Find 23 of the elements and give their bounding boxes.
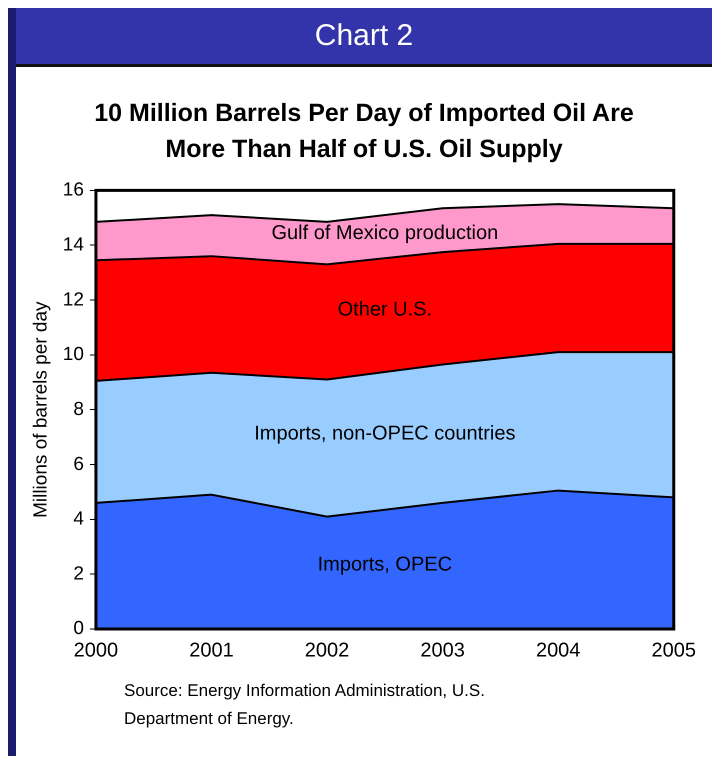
y-tick-label: 10 bbox=[62, 344, 84, 366]
series-label: Imports, non-OPEC countries bbox=[254, 422, 516, 444]
y-tick-label: 6 bbox=[73, 454, 84, 475]
series-label: Gulf of Mexico production bbox=[271, 222, 498, 244]
y-tick-label: 12 bbox=[62, 289, 84, 310]
series-label: Other U.S. bbox=[338, 298, 432, 321]
y-tick-label: 0 bbox=[73, 618, 84, 640]
y-tick-label: 8 bbox=[73, 398, 84, 420]
y-tick-label: 16 bbox=[62, 180, 84, 201]
x-tick-label: 2002 bbox=[304, 640, 350, 662]
y-axis-title: Millions of barrels per day bbox=[30, 300, 52, 518]
x-tick-label: 2001 bbox=[189, 640, 234, 662]
x-tick-label: 2004 bbox=[536, 640, 580, 662]
x-tick-label: 2003 bbox=[420, 640, 465, 662]
x-tick-label: 2005 bbox=[652, 640, 696, 662]
y-tick-label: 4 bbox=[73, 508, 84, 530]
y-tick-label: 2 bbox=[73, 563, 84, 584]
chart-title: 10 Million Barrels Per Day of Imported Oil Are More Than Half of U.S. Oil Supply bbox=[93, 98, 635, 165]
y-tick-label: 14 bbox=[62, 234, 84, 256]
caption: Chart 2 bbox=[16, 8, 712, 67]
source-note: Source: Energy Information Administration, U.S. Department of Energy. bbox=[124, 680, 486, 730]
x-tick-label: 2000 bbox=[74, 640, 118, 662]
series-label: Imports, OPEC bbox=[318, 553, 452, 576]
